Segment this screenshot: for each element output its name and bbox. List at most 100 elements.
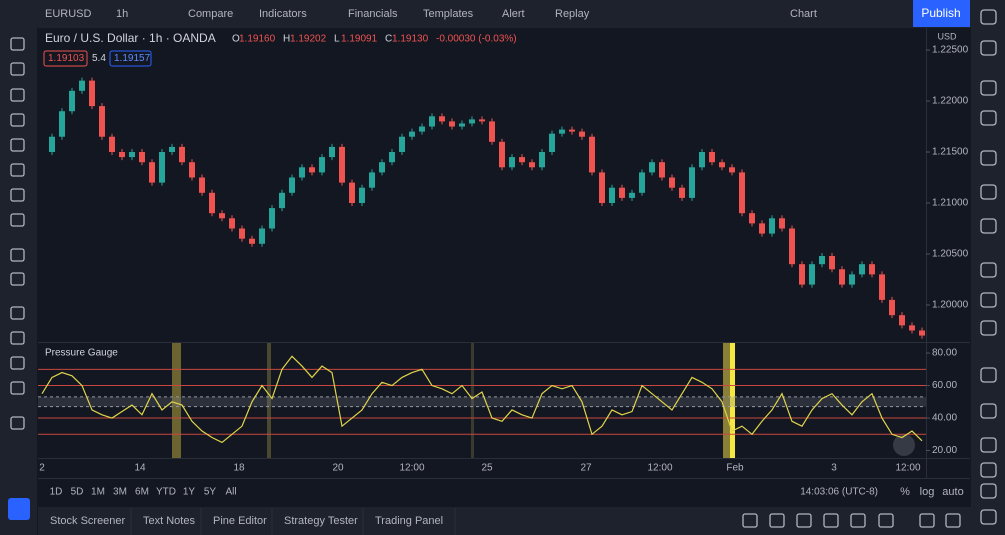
candle — [179, 146, 185, 163]
change: -0.00030 (-0.03%) — [436, 34, 517, 45]
scale-option[interactable]: log — [920, 486, 935, 498]
bottom-tab[interactable]: Text Notes — [143, 515, 195, 527]
ohlc-value: 1.19130 — [392, 34, 429, 45]
candle — [349, 182, 355, 203]
scroll-button[interactable] — [893, 434, 915, 456]
range-button[interactable]: 3M — [113, 487, 127, 498]
candle — [249, 238, 255, 244]
bottom-tab[interactable]: Stock Screener — [50, 515, 126, 527]
candle — [279, 192, 285, 209]
range-button[interactable]: 5D — [71, 487, 84, 498]
candle — [649, 162, 655, 173]
toolbar-item[interactable]: Compare — [188, 8, 233, 20]
tool-icon[interactable] — [10, 37, 25, 51]
time-label: 2 — [39, 463, 45, 474]
tool-icon[interactable] — [10, 188, 25, 202]
toolbar-item[interactable]: Indicators — [259, 8, 307, 20]
range-button[interactable]: 5Y — [204, 487, 217, 498]
symbol[interactable]: EURUSD — [45, 8, 92, 20]
drawing-tool-icon[interactable] — [878, 513, 894, 528]
highlight-band — [172, 343, 181, 458]
range-button[interactable]: 1M — [91, 487, 105, 498]
tool-icon[interactable] — [10, 163, 25, 177]
ask: 1.19157 — [114, 53, 151, 64]
toolbar-item[interactable]: Alert — [502, 8, 525, 20]
candle — [719, 162, 725, 168]
sidebar-icon[interactable] — [980, 437, 997, 453]
candle — [829, 256, 835, 270]
sidebar-icon[interactable] — [980, 218, 997, 234]
tool-icon[interactable] — [10, 213, 25, 227]
sidebar-icon[interactable] — [980, 150, 997, 166]
tool-icon[interactable] — [10, 138, 25, 152]
publish-button[interactable] — [913, 0, 970, 27]
bottom-tab[interactable]: Pine Editor — [213, 515, 267, 527]
tool-icon[interactable] — [10, 248, 25, 262]
sidebar-icon[interactable] — [980, 509, 997, 525]
range-button[interactable]: 1Y — [183, 487, 196, 498]
tool-icon[interactable] — [10, 356, 25, 370]
candle — [919, 330, 925, 336]
tool-icon[interactable] — [10, 272, 25, 286]
drawing-tool-icon[interactable] — [796, 513, 812, 528]
sidebar-icon[interactable] — [980, 462, 997, 478]
drawing-tool-icon[interactable] — [850, 513, 866, 528]
drawing-tool-icon[interactable] — [769, 513, 785, 528]
candle — [49, 136, 55, 153]
candle — [459, 123, 465, 127]
ohlc-value: 1.19202 — [290, 34, 327, 45]
toolbar-item[interactable]: Templates — [423, 8, 474, 20]
bottom-tab[interactable]: Trading Panel — [375, 515, 443, 527]
drawing-tool-icon[interactable] — [919, 513, 935, 528]
tool-icon[interactable] — [10, 113, 25, 127]
sidebar-icon[interactable] — [980, 320, 997, 336]
candle — [759, 223, 765, 234]
sidebar-icon[interactable] — [980, 110, 997, 126]
sidebar-icon[interactable] — [980, 262, 997, 278]
drawing-tool-icon[interactable] — [945, 513, 961, 528]
drawing-tool-icon[interactable] — [742, 513, 758, 528]
bid: 1.19103 — [48, 53, 85, 64]
sidebar-icon[interactable] — [980, 483, 997, 499]
candle — [799, 264, 805, 285]
publish-label[interactable]: Publish — [921, 6, 960, 20]
ohlc-value: 1.19091 — [341, 34, 378, 45]
sidebar-icon[interactable] — [980, 40, 997, 56]
time-label: 20 — [332, 463, 344, 474]
scale-option[interactable]: % — [900, 486, 910, 498]
range-button[interactable]: YTD — [156, 487, 176, 498]
sidebar-icon[interactable] — [980, 9, 997, 25]
range-button[interactable]: All — [225, 487, 236, 498]
toolbar-item[interactable]: Replay — [555, 8, 590, 20]
range-button[interactable]: 1D — [50, 487, 63, 498]
highlight-band — [723, 343, 730, 458]
candle — [769, 218, 775, 234]
candle — [209, 192, 215, 214]
interval[interactable]: 1h — [116, 8, 128, 20]
drawing-tool-icon[interactable] — [823, 513, 839, 528]
sidebar-icon[interactable] — [980, 367, 997, 383]
sidebar-icon[interactable] — [980, 292, 997, 308]
tool-icon[interactable] — [10, 381, 25, 395]
candle — [309, 167, 315, 173]
bottom-tab[interactable]: Strategy Tester — [284, 515, 358, 527]
candle — [219, 213, 225, 219]
favorites-button[interactable] — [8, 498, 30, 520]
tool-icon[interactable] — [10, 306, 25, 320]
candle — [299, 167, 305, 178]
sidebar-icon[interactable] — [980, 80, 997, 96]
sidebar-icon[interactable] — [980, 403, 997, 419]
tool-icon[interactable] — [10, 331, 25, 345]
candle — [339, 146, 345, 183]
range-button[interactable]: 6M — [135, 487, 149, 498]
candle — [869, 264, 875, 275]
osc-tick-label: 60.00 — [932, 380, 957, 391]
tool-icon[interactable] — [10, 88, 25, 102]
toolbar-item[interactable]: Financials — [348, 8, 398, 20]
scale-option[interactable]: auto — [942, 486, 963, 498]
tool-icon[interactable] — [10, 62, 25, 76]
tool-icon[interactable] — [10, 416, 25, 430]
sidebar-icon[interactable] — [980, 184, 997, 200]
layout-name[interactable]: Chart — [790, 8, 817, 20]
